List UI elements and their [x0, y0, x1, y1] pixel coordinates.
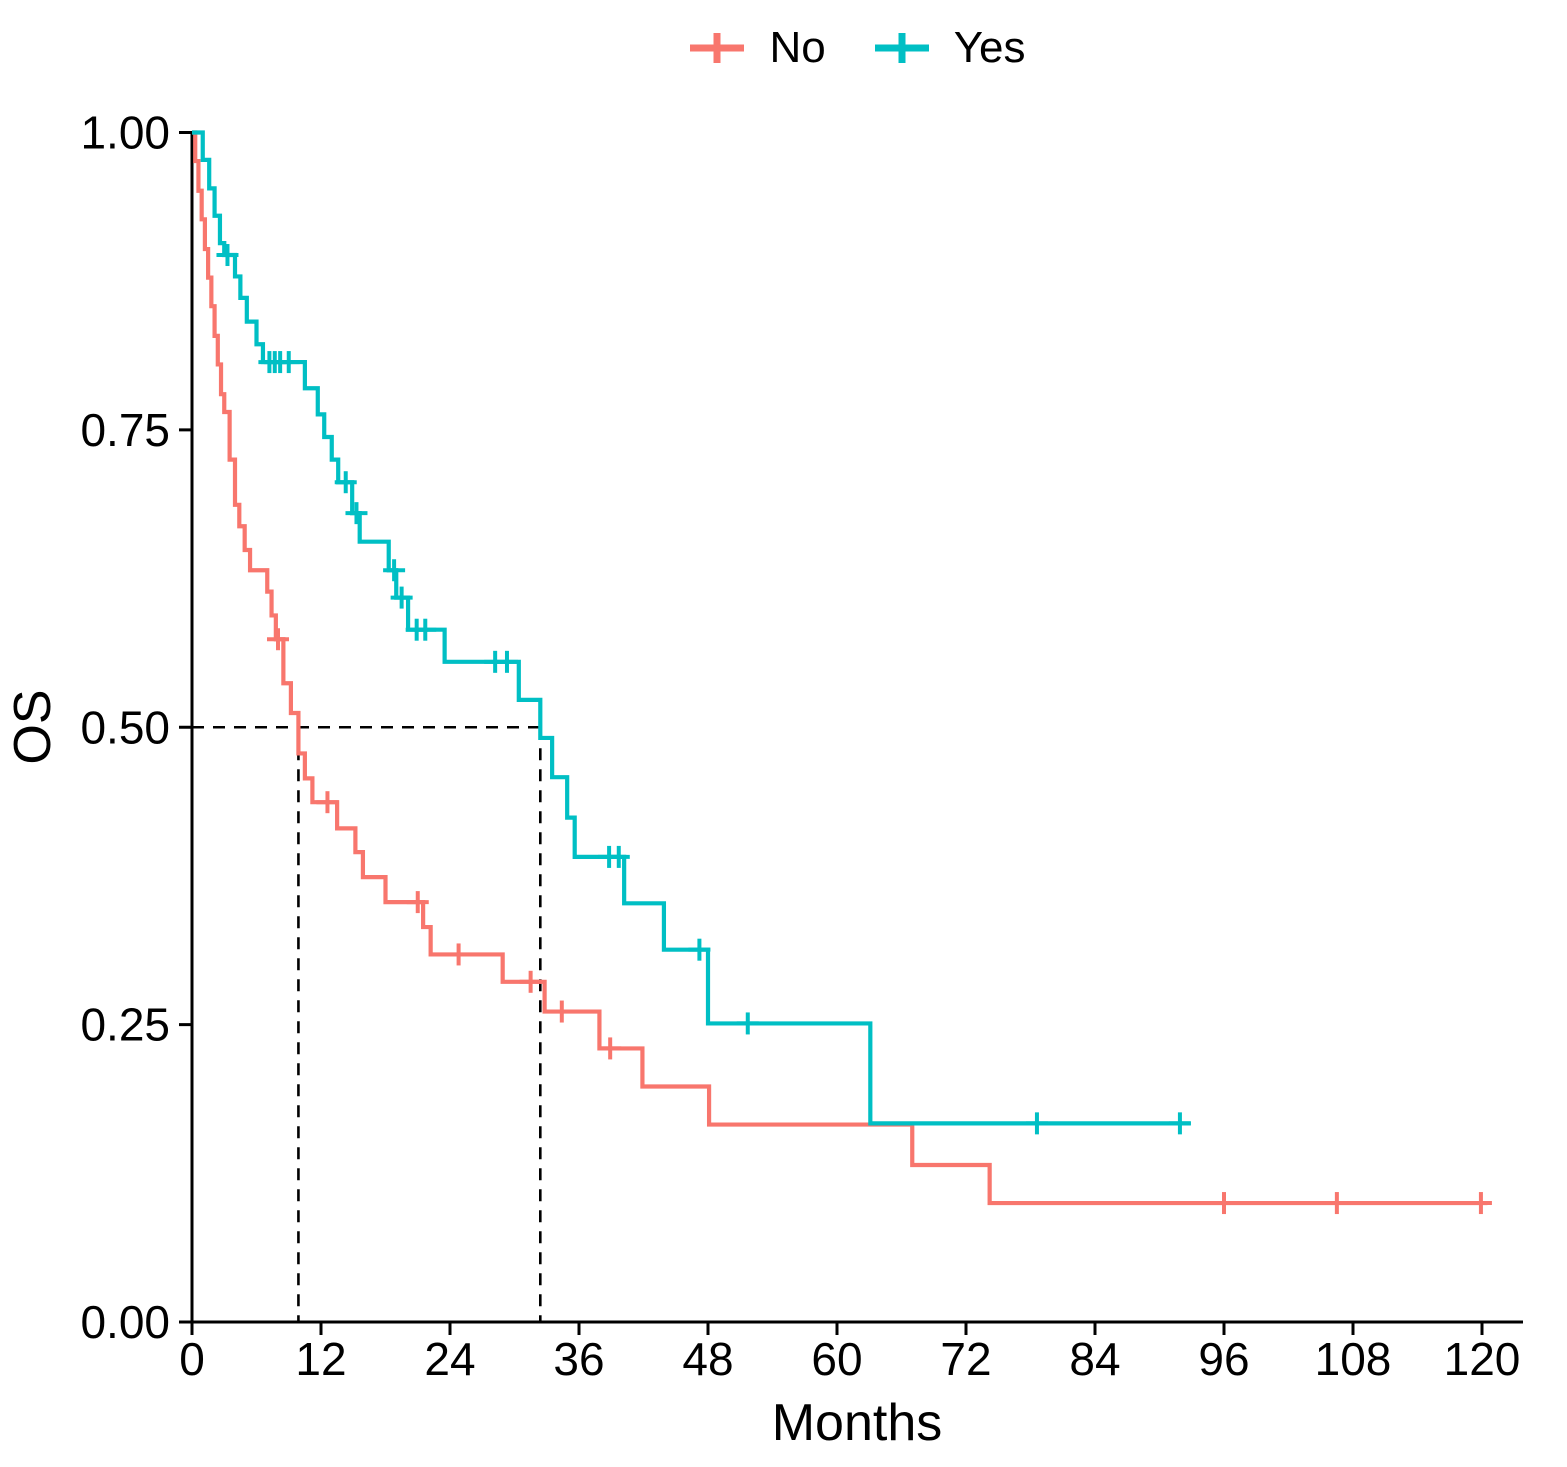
y-tick-label: 0.25: [80, 999, 170, 1051]
x-tick-label: 120: [1444, 1333, 1521, 1385]
legend-key-no-icon: [690, 33, 745, 63]
x-tick-label: 36: [553, 1333, 604, 1385]
y-tick-label: 0.75: [80, 404, 170, 456]
legend-item-yes: Yes: [874, 26, 1026, 70]
x-tick-label: 24: [424, 1333, 475, 1385]
x-tick-label: 72: [940, 1333, 991, 1385]
legend-label-yes: Yes: [953, 23, 1026, 72]
x-tick-label: 12: [295, 1333, 346, 1385]
legend-item-no: No: [689, 23, 826, 72]
axes: 0.00 0.25 0.50 0.75 1.00 0 12 24 36 48 60 72 84 96 108…: [80, 107, 1523, 1385]
survival-curve-yes: [192, 130, 1191, 1126]
y-tick-label: 1.00: [80, 107, 170, 159]
median-reference-lines: [192, 725, 542, 1322]
y-tick-label: 0.50: [80, 701, 170, 753]
survival-curves: [192, 130, 1492, 1215]
x-axis-title: Months: [772, 1394, 943, 1452]
y-axis-title: OS: [4, 689, 62, 764]
censor-marks-no: [267, 628, 1492, 1215]
y-tick-label: 0.00: [80, 1296, 170, 1348]
x-tick-label: 96: [1198, 1333, 1249, 1385]
x-tick-label: 0: [179, 1333, 205, 1385]
legend-key-yes-icon: [874, 33, 929, 63]
legend-label-no: No: [769, 23, 826, 72]
x-tick-label: 108: [1315, 1333, 1392, 1385]
x-tick-label: 60: [811, 1333, 862, 1385]
censor-marks-yes: [216, 244, 1191, 1135]
x-tick-label: 48: [682, 1333, 733, 1385]
legend: No Yes: [192, 20, 1523, 76]
survival-curve-no: [192, 130, 1488, 1206]
x-tick-label: 84: [1069, 1333, 1120, 1385]
